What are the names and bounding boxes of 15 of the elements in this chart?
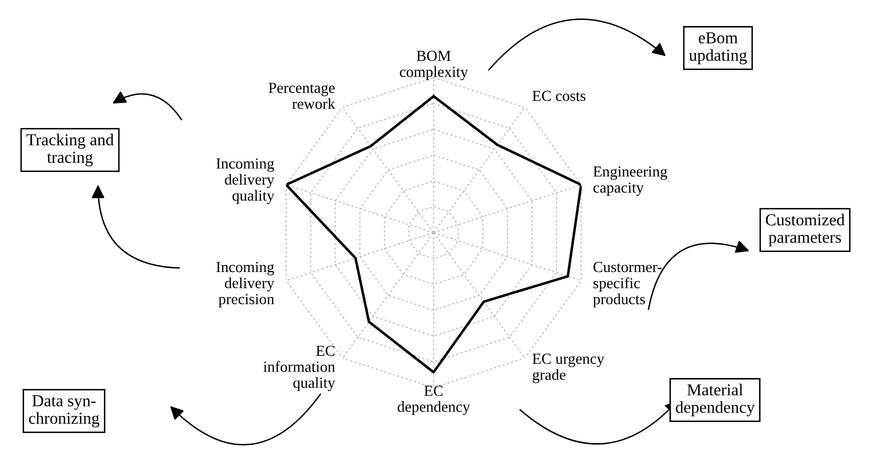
- spoke-label: EC costs: [532, 90, 586, 102]
- spoke-label: Custormer- specific products: [593, 262, 662, 308]
- spoke-label: EC information quality: [263, 346, 336, 392]
- text: Material dependency: [676, 384, 755, 416]
- spoke-label: Incoming delivery precision: [216, 262, 274, 308]
- text: Data syn- chronizing: [29, 395, 100, 428]
- text: eBom updating: [689, 32, 747, 64]
- spoke-label: BOM complexity: [400, 50, 468, 80]
- spoke-label: Percentage rework: [268, 82, 336, 110]
- spoke-label: Engineering capacity: [593, 166, 668, 196]
- text: Tracking and tracing: [26, 134, 114, 166]
- spoke-label: EC dependency: [398, 386, 470, 416]
- spoke-label: Incoming delivery quality: [216, 158, 274, 204]
- spoke-label: EC urgency grade: [532, 354, 604, 384]
- text: Customized parameters: [766, 214, 845, 246]
